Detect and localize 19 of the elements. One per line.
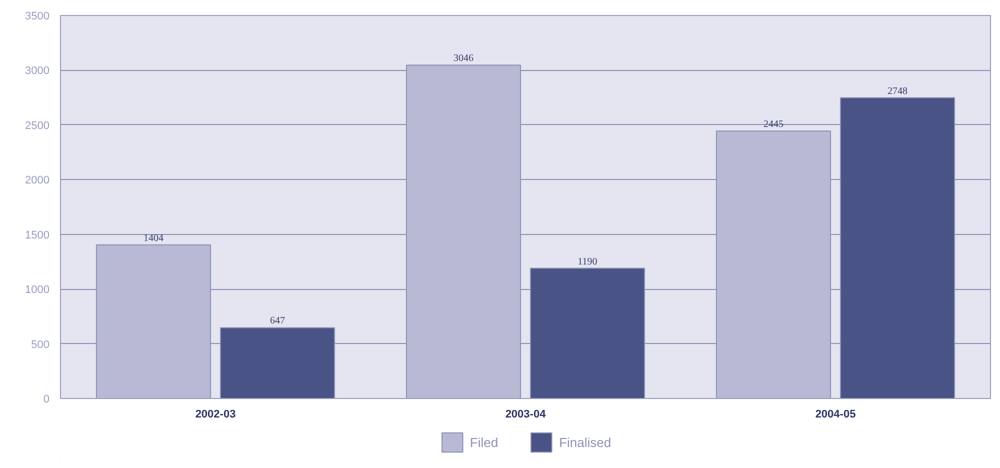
x-tick-label: 2004-05 [815, 408, 856, 420]
y-tick-label: 1000 [25, 284, 50, 296]
y-tick-label: 1500 [25, 229, 50, 242]
data-label: 1404 [144, 232, 164, 244]
y-tick-label: 3500 [25, 10, 50, 22]
x-tick-label: 2003-04 [505, 408, 547, 420]
legend-label: Filed [470, 434, 498, 450]
x-tick-label: 2002-03 [195, 408, 236, 420]
data-label: 647 [270, 316, 285, 327]
y-tick-label: 0 [43, 394, 50, 406]
data-label: 3046 [454, 53, 474, 64]
y-tick-label: 500 [31, 338, 50, 351]
y-tick-label: 3000 [25, 65, 50, 78]
legend-label: Finalised [559, 434, 612, 450]
data-label: 2445 [764, 118, 784, 130]
y-tick-label: 2500 [25, 120, 50, 132]
data-label: 2748 [888, 86, 908, 97]
y-tick-label: 2000 [25, 174, 50, 187]
data-label: 1190 [578, 256, 598, 268]
